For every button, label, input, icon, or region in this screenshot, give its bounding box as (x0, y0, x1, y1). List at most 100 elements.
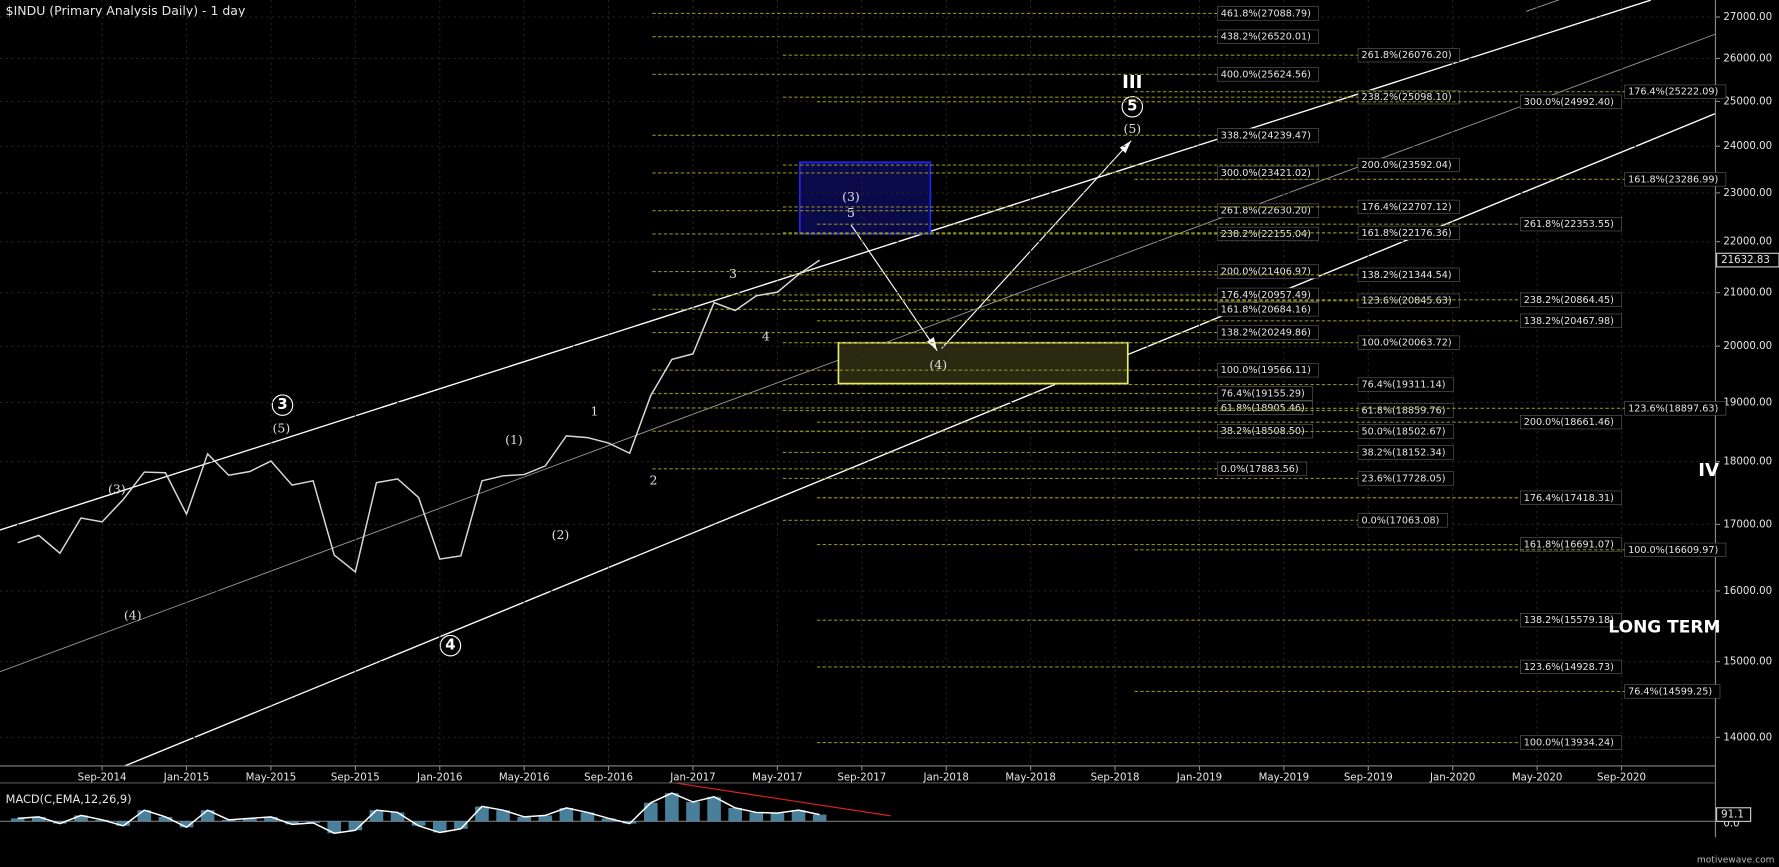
y-tick-label: 26000.00 (1723, 53, 1772, 64)
fib-label: 176.4%(25222.09) (1628, 87, 1718, 98)
x-tick-label: Jan-2018 (923, 772, 969, 783)
fib-label-box (1520, 659, 1622, 675)
fib-label-box (1624, 684, 1721, 699)
macd-bar (791, 810, 806, 822)
fib-label: 300.0%(24992.40) (1524, 97, 1614, 108)
price-line (17, 259, 821, 574)
macd-bar (728, 807, 743, 822)
fib-label: 38.2%(18152.34) (1361, 447, 1445, 458)
x-tick-label: Jan-2017 (669, 772, 715, 783)
x-tick-label: May-2020 (1512, 772, 1563, 783)
macd-bar (369, 810, 384, 822)
fib-label-box (1217, 302, 1319, 317)
fib-label: 123.6%(14928.73) (1524, 662, 1614, 673)
x-tick-label: Sep-2019 (1344, 772, 1393, 783)
fib-label-box (1357, 513, 1448, 528)
wave-label: IV (1698, 460, 1719, 481)
x-tick-label: Jan-2015 (163, 772, 209, 783)
macd-bar (517, 816, 531, 822)
fib-label: 123.6%(20845.63) (1361, 296, 1451, 307)
fib-label-box (1217, 325, 1319, 340)
y-tick-label: 14000.00 (1723, 732, 1772, 743)
macd-bar (475, 806, 489, 822)
wave-label: LONG TERM (1608, 618, 1720, 638)
macd-bar (454, 821, 468, 829)
x-tick-label: Sep-2016 (584, 772, 633, 783)
macd-bar (411, 821, 426, 826)
macd-bar (179, 821, 194, 828)
fib-label-box (1357, 48, 1460, 63)
y-tick-label: 24000.00 (1723, 141, 1772, 152)
last-price-box (1716, 252, 1779, 268)
macd-bar (496, 810, 510, 822)
fib-label: 138.2%(21344.54) (1361, 270, 1451, 281)
macd-title: MACD(C,EMA,12,26,9) (6, 792, 132, 806)
macd-bar (31, 816, 46, 822)
x-tick-label: May-2018 (1005, 772, 1056, 783)
fib-label: 161.8%(16691.07) (1524, 540, 1614, 551)
macd-bar (243, 818, 257, 822)
y-tick-label: 19000.00 (1723, 397, 1772, 408)
fib-label: 138.2%(20467.98) (1524, 316, 1614, 327)
last-price-label: 21632.83 (1721, 255, 1770, 266)
macd-bar (221, 819, 236, 822)
fib-label: 261.8%(26076.20) (1361, 50, 1451, 61)
fib-label: 438.2%(26520.01) (1221, 32, 1311, 43)
channel-upper (0, 0, 1652, 531)
macd-bar (95, 819, 109, 822)
macd-bar (665, 793, 679, 822)
macd-bar (53, 821, 67, 824)
fib-label-box (1357, 225, 1460, 240)
fib-label-box (1357, 293, 1460, 308)
wave-circle (271, 394, 294, 416)
macd-bar (622, 821, 637, 824)
fib-label-box (1520, 217, 1622, 232)
arrow-head (926, 337, 938, 351)
wave-label: (4) (929, 357, 947, 372)
macd-bar (137, 810, 152, 822)
fib-label: 400.0%(25624.56) (1221, 69, 1311, 80)
fib-label-box (1520, 94, 1622, 109)
wave-label: 5 (847, 205, 855, 220)
fib-label: 100.0%(16609.97) (1628, 545, 1718, 556)
fib-label: 238.2%(22155.04) (1221, 229, 1311, 240)
channel-lower (124, 112, 1716, 767)
fib-label-box (1357, 377, 1454, 392)
y-tick-label: 15000.00 (1723, 657, 1772, 668)
fib-label-box (1357, 445, 1454, 460)
fib-label-box (1357, 157, 1460, 173)
fib-label-box (1217, 226, 1319, 242)
fib-label: 261.8%(22353.55) (1524, 219, 1614, 230)
fib-label: 138.2%(20249.86) (1221, 328, 1311, 339)
chart-title: $INDU (Primary Analysis Daily) - 1 day (6, 3, 246, 18)
fib-label: 76.4%(14599.25) (1628, 686, 1712, 697)
x-tick-label: May-2016 (499, 772, 550, 783)
wave-label: (3) (842, 189, 860, 204)
fib-label: 300.0%(23421.02) (1221, 168, 1311, 179)
wave-circle (439, 634, 462, 657)
y-tick-label: 23000.00 (1723, 188, 1772, 199)
y-tick-label: 22000.00 (1723, 237, 1772, 248)
fib-label: 76.4%(19311.14) (1361, 380, 1445, 391)
fib-label: 38.2%(18508.50) (1221, 426, 1305, 437)
fib-label-box (1217, 29, 1319, 44)
x-tick-label: Jan-2019 (1176, 772, 1222, 783)
macd-bar (74, 815, 88, 822)
fib-label: 61.8%(18905.46) (1221, 403, 1305, 414)
macd-trendline (674, 782, 891, 817)
fib-label: 176.4%(22707.12) (1361, 202, 1451, 213)
fib-label-box (1217, 461, 1308, 476)
macd-bar (10, 818, 25, 822)
fib-label: 200.0%(18661.46) (1524, 417, 1614, 428)
macd-bar (812, 814, 827, 822)
annotations (0, 0, 1717, 838)
fib-label: 200.0%(23592.04) (1361, 160, 1451, 171)
target-box-3 (799, 161, 932, 235)
macd-bar (559, 807, 574, 822)
fib-label-box (1520, 613, 1622, 628)
fib-label: 100.0%(13934.24) (1524, 738, 1614, 749)
macd-bar (200, 810, 215, 822)
wave-label: 5 (1127, 98, 1137, 115)
